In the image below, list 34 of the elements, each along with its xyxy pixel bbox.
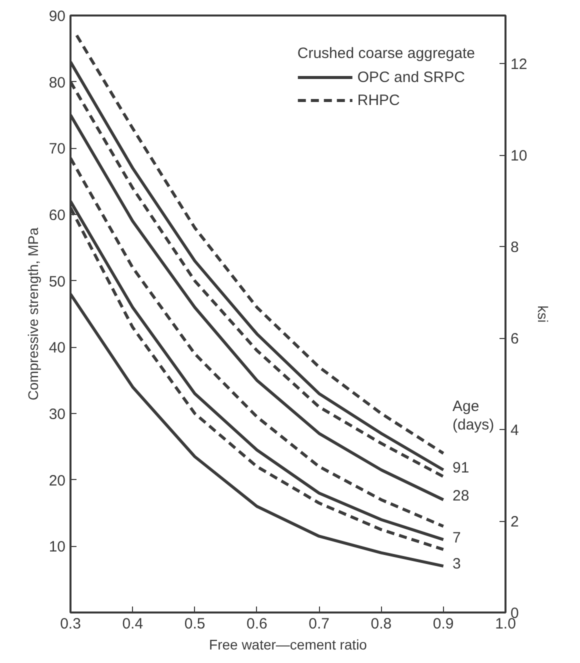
annotation: 3 bbox=[452, 556, 461, 572]
y2-tick-label: 6 bbox=[510, 330, 519, 348]
x-tick-label: 0.6 bbox=[246, 616, 268, 632]
y-tick-label: 80 bbox=[48, 74, 66, 92]
y-tick-label: 10 bbox=[48, 538, 66, 556]
y-tick-label: 40 bbox=[48, 340, 66, 357]
legend-title: Crushed coarse aggregate bbox=[297, 45, 475, 62]
line-series bbox=[70, 292, 445, 568]
x-tick-label: 0.5 bbox=[184, 616, 206, 632]
y2-tick-label: 4 bbox=[510, 422, 519, 440]
y2-tick-label: 12 bbox=[510, 56, 528, 74]
y2-tick-label: 2 bbox=[510, 514, 519, 531]
y-tick-label: 30 bbox=[48, 406, 66, 423]
x-tick-label: 0.4 bbox=[122, 616, 144, 632]
x-tick-label: 0.3 bbox=[60, 616, 81, 632]
x-tick-label: 0.7 bbox=[308, 616, 330, 632]
y2-tick-label: 8 bbox=[510, 239, 519, 256]
legend-label: RHPC bbox=[357, 92, 400, 108]
y-tick-label: 70 bbox=[48, 140, 66, 158]
y-tick-label: 20 bbox=[48, 472, 66, 490]
annotation: Age (days) bbox=[452, 398, 494, 434]
y-tick-label: 90 bbox=[48, 8, 66, 25]
y-tick-label: 60 bbox=[48, 207, 66, 224]
annotation: 91 bbox=[452, 460, 470, 476]
annotation: 7 bbox=[452, 530, 461, 546]
x-axis-title: Free water—cement ratio bbox=[209, 636, 368, 652]
y-axis-title: Compressive strength, MPa bbox=[24, 227, 41, 400]
x-tick-label: 0.8 bbox=[370, 616, 392, 632]
annotation: 28 bbox=[452, 488, 470, 504]
y2-tick-label: 10 bbox=[510, 148, 528, 165]
legend-label: OPC and SRPC bbox=[357, 68, 465, 86]
y2-axis-title: ksi bbox=[535, 305, 552, 323]
x-tick-label: 0.9 bbox=[432, 616, 454, 632]
y-tick-label: 50 bbox=[48, 273, 66, 290]
